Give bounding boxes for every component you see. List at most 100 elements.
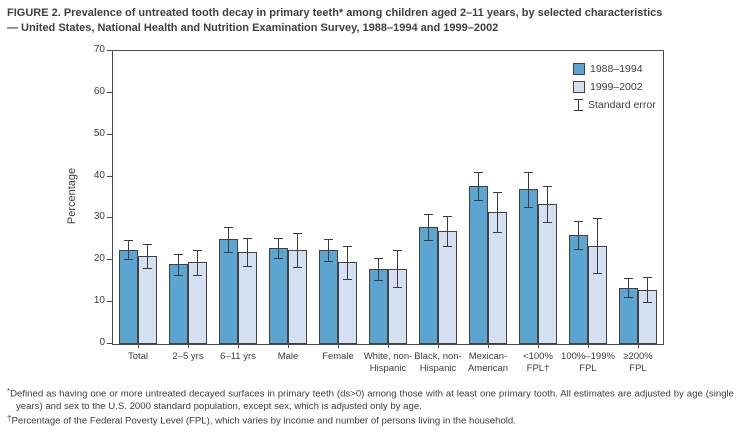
- bar-1999-2002: [138, 256, 157, 344]
- x-category-label: White, non- Hispanic: [363, 351, 413, 374]
- bar-1999-2002: [538, 203, 557, 344]
- error-bar: [147, 244, 148, 268]
- x-tick-mark: [288, 344, 289, 348]
- legend-item-1999-2002: 1999–2002: [573, 78, 656, 96]
- error-bar-cap: [293, 266, 302, 268]
- error-bar-cap: [643, 301, 652, 303]
- error-bar: [397, 250, 398, 288]
- error-bar-cap: [474, 200, 483, 202]
- error-bar-cap: [443, 245, 452, 247]
- error-bar-cap: [143, 267, 152, 269]
- y-tick-label: 0: [99, 337, 105, 348]
- footnote-dagger: †Percentage of the Federal Poverty Level…: [7, 414, 734, 428]
- error-bar-cap: [424, 239, 433, 241]
- plot-area: 1988–1994 1999–2002 Standard error Total…: [112, 50, 664, 374]
- x-tick-mark: [638, 344, 639, 348]
- y-tick-label: 20: [93, 253, 105, 265]
- error-bar-cap: [174, 274, 183, 276]
- legend-swatch-1999-2002: [573, 81, 585, 93]
- error-bar: [178, 254, 179, 275]
- error-bar-cap: [574, 249, 583, 251]
- bar-1988-1994: [269, 247, 288, 344]
- error-bar-cap: [224, 226, 233, 228]
- error-bar-cap: [543, 185, 552, 187]
- error-bar-cap: [593, 272, 602, 274]
- y-tick-mark: [107, 50, 112, 51]
- y-tick-mark: [107, 91, 112, 93]
- error-bar: [328, 238, 329, 262]
- error-bar-cap: [324, 261, 333, 263]
- x-tick-mark: [438, 344, 439, 348]
- error-bar-cap: [343, 246, 352, 248]
- error-bar: [478, 171, 479, 201]
- x-tick-mark: [488, 344, 489, 348]
- error-bar-cap: [243, 266, 252, 268]
- error-bar-cap: [474, 171, 483, 173]
- bar-1988-1994: [319, 249, 338, 344]
- legend-item-1988-1994: 1988–1994: [573, 60, 656, 78]
- error-bar-cap: [224, 251, 233, 253]
- error-bar-cap: [624, 296, 633, 298]
- error-bar-cap: [624, 278, 633, 280]
- error-bar-cap: [374, 279, 383, 281]
- error-bar: [547, 185, 548, 222]
- figure-title: FIGURE 2. Prevalence of untreated tooth …: [7, 6, 733, 36]
- error-bar: [597, 218, 598, 273]
- x-category-label: 100%–199% FPL: [561, 351, 615, 374]
- error-bar: [128, 240, 129, 260]
- x-category-label: <100% FPL†: [523, 351, 553, 374]
- bar-1999-2002: [438, 231, 457, 344]
- error-bar: [247, 237, 248, 267]
- error-bar-cap: [493, 192, 502, 194]
- error-bar: [428, 213, 429, 240]
- bar-1988-1994: [119, 249, 138, 344]
- error-bar: [628, 278, 629, 297]
- footnote-dagger-marker: †: [7, 413, 12, 423]
- error-bar: [197, 249, 198, 275]
- error-bar: [297, 232, 298, 267]
- error-bar: [578, 220, 579, 250]
- footnote-asterisk: *Defined as having one or more untreated…: [7, 387, 734, 414]
- error-bar-cap: [593, 218, 602, 220]
- legend-swatch-1988-1994: [573, 63, 585, 75]
- error-bar: [378, 257, 379, 280]
- legend-item-standard-error: Standard error: [573, 96, 656, 114]
- x-category-label: Mexican- American: [467, 351, 509, 374]
- y-tick-label: 50: [93, 127, 105, 139]
- y-tick-mark: [107, 217, 112, 219]
- y-tick-label: 70: [93, 44, 105, 55]
- footnote-dagger-text: Percentage of the Federal Poverty Level …: [11, 415, 516, 427]
- error-bar-cap: [543, 221, 552, 223]
- error-bar-cap: [524, 206, 533, 208]
- y-tick-mark: [107, 259, 112, 261]
- y-tick-label: 10: [93, 295, 105, 307]
- y-tick-mark: [107, 175, 112, 177]
- bar-1988-1994: [419, 226, 438, 344]
- error-bar: [447, 216, 448, 246]
- x-category-label: Total: [127, 351, 149, 362]
- error-bar-cap: [274, 237, 283, 239]
- error-bar: [278, 237, 279, 258]
- error-bar-cap: [193, 249, 202, 251]
- error-bar-cap: [393, 250, 402, 252]
- x-tick-mark: [138, 344, 139, 348]
- y-tick-label: 30: [93, 211, 105, 223]
- y-tick-mark: [107, 343, 112, 344]
- error-bar-cap: [243, 237, 252, 239]
- footnotes: *Defined as having one or more untreated…: [7, 387, 734, 428]
- x-category-label: 2–5 yrs: [172, 351, 204, 362]
- error-bar-cap: [443, 216, 452, 218]
- footnote-asterisk-text: Defined as having one or more untreated …: [10, 388, 734, 413]
- x-tick-mark: [538, 344, 539, 348]
- x-tick-mark: [238, 344, 239, 348]
- bar-1988-1994: [219, 239, 238, 344]
- error-bar-cap: [193, 274, 202, 276]
- error-bar: [497, 192, 498, 232]
- y-axis-title: Percentage: [66, 167, 78, 225]
- x-category-label: Male: [277, 351, 299, 362]
- error-bar: [647, 277, 648, 302]
- y-tick-mark: [107, 133, 112, 135]
- x-category-label: 6–11 yrs: [220, 351, 256, 362]
- error-bar: [347, 246, 348, 279]
- bar-1988-1994: [469, 186, 488, 344]
